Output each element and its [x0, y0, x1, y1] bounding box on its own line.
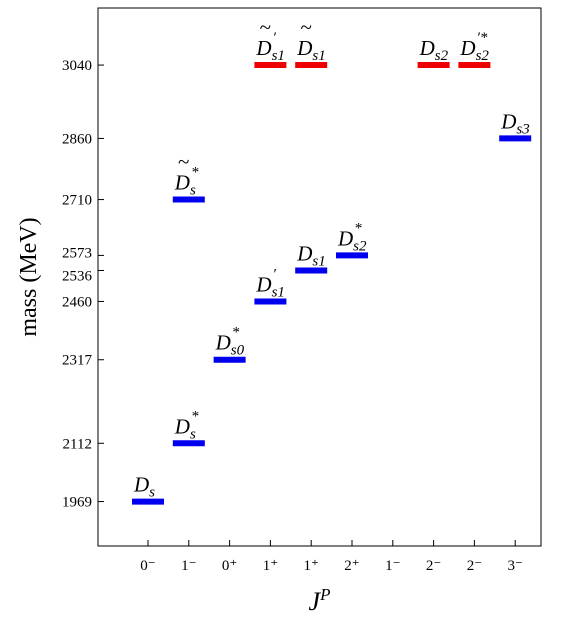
- mass-level-label: Ds3: [500, 109, 530, 137]
- tilde-accent: ~: [300, 15, 312, 39]
- y-axis-ticks: 1969 2112 2317 2460 2536 2573 2710 2860 3040: [62, 58, 104, 511]
- x-tick-label: 0⁺: [222, 558, 237, 574]
- x-axis-label: JP: [309, 585, 331, 616]
- y-tick-label: 2460: [62, 294, 92, 310]
- y-tick-label: 1969: [62, 495, 92, 511]
- x-tick-label: 2⁻: [467, 558, 482, 574]
- x-tick-label: 1⁻: [181, 558, 196, 574]
- plot-frame: [97, 7, 542, 547]
- x-axis-ticks: 0⁻ 1⁻ 0⁺ 1⁺ 1⁺ 2⁺ 1⁻ 2⁻ 2⁻ 3⁻: [140, 540, 523, 574]
- mass-level-label: Ds*: [174, 165, 199, 199]
- x-tick-label: 1⁺: [303, 558, 318, 574]
- y-axis-label: mass (MeV): [16, 217, 42, 336]
- y-tick-label: 2860: [62, 131, 92, 147]
- x-tick-label: 3⁻: [507, 558, 522, 574]
- y-tick-label: 2536: [62, 268, 93, 284]
- mass-level-label: Ds2: [419, 36, 449, 64]
- y-tick-label: 2317: [62, 353, 93, 369]
- y-tick-label: 3040: [62, 58, 92, 74]
- y-tick-label: 2573: [62, 245, 92, 261]
- mass-level-label: Ds2′*: [459, 30, 489, 64]
- mass-level-label: Ds1′: [255, 30, 285, 64]
- x-tick-label: 0⁻: [140, 558, 155, 574]
- mass-level-label: Ds2*: [337, 220, 367, 254]
- y-tick-label: 2710: [62, 193, 92, 209]
- mass-level-label: Ds1′: [255, 266, 285, 300]
- mass-level-label: Ds1: [296, 241, 326, 269]
- x-tick-label: 2⁻: [426, 558, 441, 574]
- x-tick-label: 1⁺: [263, 558, 278, 574]
- tilde-accent: ~: [178, 150, 190, 174]
- mass-level-label: Ds1: [296, 36, 326, 64]
- mass-level-label: Ds*: [174, 408, 199, 442]
- x-tick-label: 2⁺: [344, 558, 359, 574]
- tilde-accent: ~: [259, 15, 271, 39]
- mass-level-label: Ds: [133, 473, 155, 501]
- mass-level-label: Ds0*: [215, 325, 245, 359]
- x-axis-label-sup: P: [319, 585, 330, 604]
- y-tick-label: 2112: [63, 436, 92, 452]
- x-tick-label: 1⁻: [385, 558, 400, 574]
- x-axis-label-main: J: [309, 587, 322, 616]
